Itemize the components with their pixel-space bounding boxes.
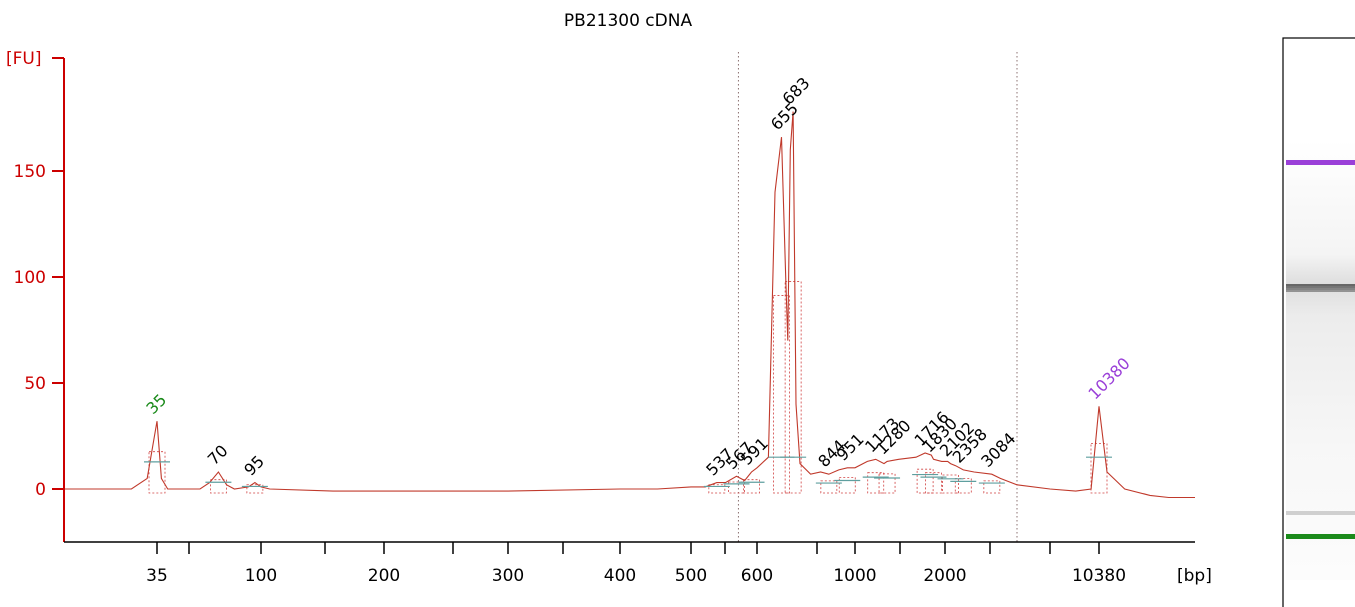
region-markers	[737, 52, 1018, 542]
x-tick-label-35: 35	[146, 566, 168, 586]
peak-box-683	[784, 281, 802, 494]
peak-box-3084	[983, 480, 1001, 494]
axes: 0 50 100 150 35 100 200 300 400 500 600 1000 2000 10…	[6, 49, 1212, 586]
y-tick-label-50: 50	[24, 374, 46, 394]
y-axis-label: [FU]	[6, 49, 42, 69]
peak-box-567	[728, 481, 745, 494]
peak-box-35	[148, 451, 166, 494]
y-ticks: 0 50 100 150	[14, 162, 64, 500]
peak-box-2358	[954, 478, 972, 494]
peak-label-35: 35	[142, 390, 170, 418]
gel-lane-background	[1286, 140, 1355, 580]
y-tick-label-0: 0	[35, 480, 46, 500]
x-tick-label-400: 400	[604, 566, 636, 586]
peak-box-844	[820, 480, 838, 494]
peak-label-70: 70	[204, 441, 232, 469]
chart-title: PB21300 cDNA	[564, 11, 693, 31]
gel-lane	[1282, 37, 1355, 607]
peak-box-537	[708, 484, 726, 494]
peak-box-70	[210, 479, 227, 494]
peak-box-655	[773, 295, 790, 494]
peak-box-1716	[916, 468, 934, 494]
peak-boxes	[148, 281, 1108, 494]
x-tick-label-300: 300	[492, 566, 524, 586]
x-tick-label-500: 500	[675, 566, 707, 586]
electropherogram-trace	[64, 111, 1195, 499]
x-tick-label-2000: 2000	[923, 566, 966, 586]
peak-box-1280	[878, 473, 896, 494]
x-tick-label-100: 100	[245, 566, 277, 586]
x-ticks: 35 100 200 300 400 500 600 1000 2000 10380	[146, 542, 1126, 586]
y-tick-label-100: 100	[14, 268, 46, 288]
x-tick-label-600: 600	[741, 566, 773, 586]
peak-box-591	[743, 479, 760, 494]
peak-label-1280: 1280	[872, 416, 914, 458]
gel-band-lower-marker	[1286, 534, 1355, 539]
peak-box-2102	[942, 474, 959, 494]
peak-box-95	[246, 484, 264, 494]
peak-label-10380: 10380	[1084, 354, 1133, 403]
peak-box-951	[838, 476, 856, 494]
gel-bands	[1286, 160, 1355, 539]
x-tick-label-1000: 1000	[833, 566, 876, 586]
gel-band-upper-marker	[1286, 160, 1355, 165]
peak-label-95: 95	[240, 452, 268, 480]
x-tick-label-200: 200	[368, 566, 400, 586]
y-tick-label-150: 150	[14, 162, 46, 182]
x-axis-label: [bp]	[1177, 566, 1212, 586]
x-tick-label-10380: 10380	[1072, 566, 1126, 586]
peak-label-655: 655	[767, 99, 802, 134]
peak-box-1830	[925, 472, 942, 494]
peak-box-1173	[867, 472, 885, 494]
gel-band-faint	[1286, 511, 1355, 515]
